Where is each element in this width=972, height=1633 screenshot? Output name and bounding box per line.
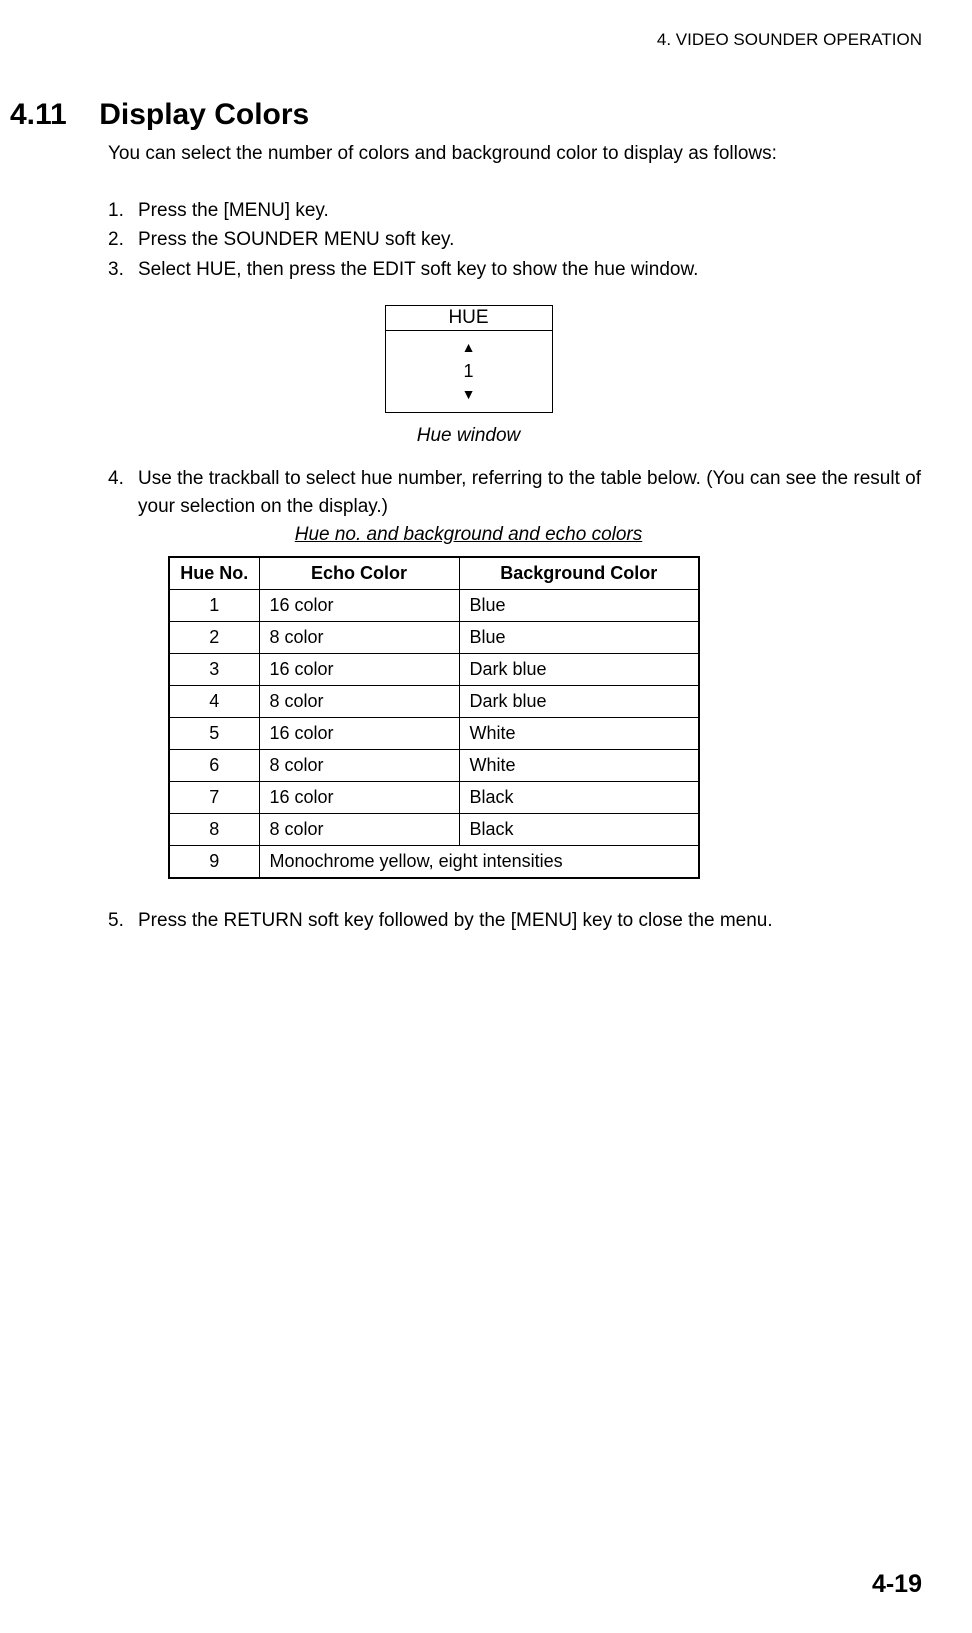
cell-bg: Blue	[459, 590, 699, 622]
cell-hue-no: 4	[169, 686, 259, 718]
section-number: 4.11	[10, 98, 67, 132]
cell-echo: 8 color	[259, 622, 459, 654]
cell-bg: Dark blue	[459, 686, 699, 718]
hue-window-body: ▲ 1 ▼	[386, 331, 552, 412]
step-text: Press the RETURN soft key followed by th…	[138, 907, 773, 935]
cell-hue-no: 5	[169, 718, 259, 750]
table-row: 516 colorWhite	[169, 718, 699, 750]
cell-bg: Dark blue	[459, 654, 699, 686]
hue-window-value: 1	[386, 358, 552, 384]
steps-list-2: 4.Use the trackball to select hue number…	[108, 465, 927, 520]
table-header-row: Hue No. Echo Color Background Color	[169, 557, 699, 590]
list-item: 2.Press the SOUNDER MENU soft key.	[108, 226, 927, 254]
hue-window-caption: Hue window	[10, 425, 927, 447]
hue-window-title: HUE	[386, 306, 552, 331]
cell-echo: 8 color	[259, 686, 459, 718]
down-arrow-icon: ▼	[386, 384, 552, 404]
cell-hue-no: 9	[169, 846, 259, 879]
table-row: 116 colorBlue	[169, 590, 699, 622]
cell-bg: White	[459, 718, 699, 750]
steps-list-1: 1.Press the [MENU] key. 2.Press the SOUN…	[108, 197, 927, 284]
section-title: Display Colors	[99, 98, 309, 132]
cell-hue-no: 1	[169, 590, 259, 622]
cell-hue-no: 2	[169, 622, 259, 654]
table-row: 48 colorDark blue	[169, 686, 699, 718]
step-text: Press the [MENU] key.	[138, 197, 329, 225]
cell-bg: Black	[459, 782, 699, 814]
cell-span: Monochrome yellow, eight intensities	[259, 846, 699, 879]
page-number: 4-19	[872, 1570, 922, 1599]
table-row: 316 colorDark blue	[169, 654, 699, 686]
col-bg-color: Background Color	[459, 557, 699, 590]
steps-list-3: 5.Press the RETURN soft key followed by …	[108, 907, 927, 935]
cell-bg: Black	[459, 814, 699, 846]
list-item: 1.Press the [MENU] key.	[108, 197, 927, 225]
step-number: 4.	[108, 465, 138, 520]
cell-bg: Blue	[459, 622, 699, 654]
table-row: 28 colorBlue	[169, 622, 699, 654]
intro-paragraph: You can select the number of colors and …	[108, 142, 927, 167]
hue-color-table: Hue No. Echo Color Background Color 116 …	[168, 556, 700, 879]
cell-echo: 8 color	[259, 814, 459, 846]
cell-echo: 16 color	[259, 590, 459, 622]
cell-echo: 16 color	[259, 718, 459, 750]
cell-hue-no: 3	[169, 654, 259, 686]
step-text: Select HUE, then press the EDIT soft key…	[138, 256, 698, 284]
cell-echo: 16 color	[259, 654, 459, 686]
col-hue-no: Hue No.	[169, 557, 259, 590]
cell-bg: White	[459, 750, 699, 782]
col-echo-color: Echo Color	[259, 557, 459, 590]
table-caption: Hue no. and background and echo colors	[10, 524, 927, 546]
step-text: Press the SOUNDER MENU soft key.	[138, 226, 454, 254]
step-number: 5.	[108, 907, 138, 935]
table-row: 716 colorBlack	[169, 782, 699, 814]
up-arrow-icon: ▲	[386, 337, 552, 357]
cell-echo: 8 color	[259, 750, 459, 782]
hue-window-box: HUE ▲ 1 ▼	[385, 305, 553, 413]
section-heading: 4.11 Display Colors	[10, 98, 927, 132]
list-item: 5.Press the RETURN soft key followed by …	[108, 907, 927, 935]
cell-hue-no: 7	[169, 782, 259, 814]
cell-hue-no: 6	[169, 750, 259, 782]
step-text: Use the trackball to select hue number, …	[138, 465, 927, 520]
cell-hue-no: 8	[169, 814, 259, 846]
table-row: 68 colorWhite	[169, 750, 699, 782]
table-row: 88 colorBlack	[169, 814, 699, 846]
page-header: 4. VIDEO SOUNDER OPERATION	[10, 30, 927, 50]
list-item: 4.Use the trackball to select hue number…	[108, 465, 927, 520]
table-row: 9Monochrome yellow, eight intensities	[169, 846, 699, 879]
cell-echo: 16 color	[259, 782, 459, 814]
list-item: 3.Select HUE, then press the EDIT soft k…	[108, 256, 927, 284]
